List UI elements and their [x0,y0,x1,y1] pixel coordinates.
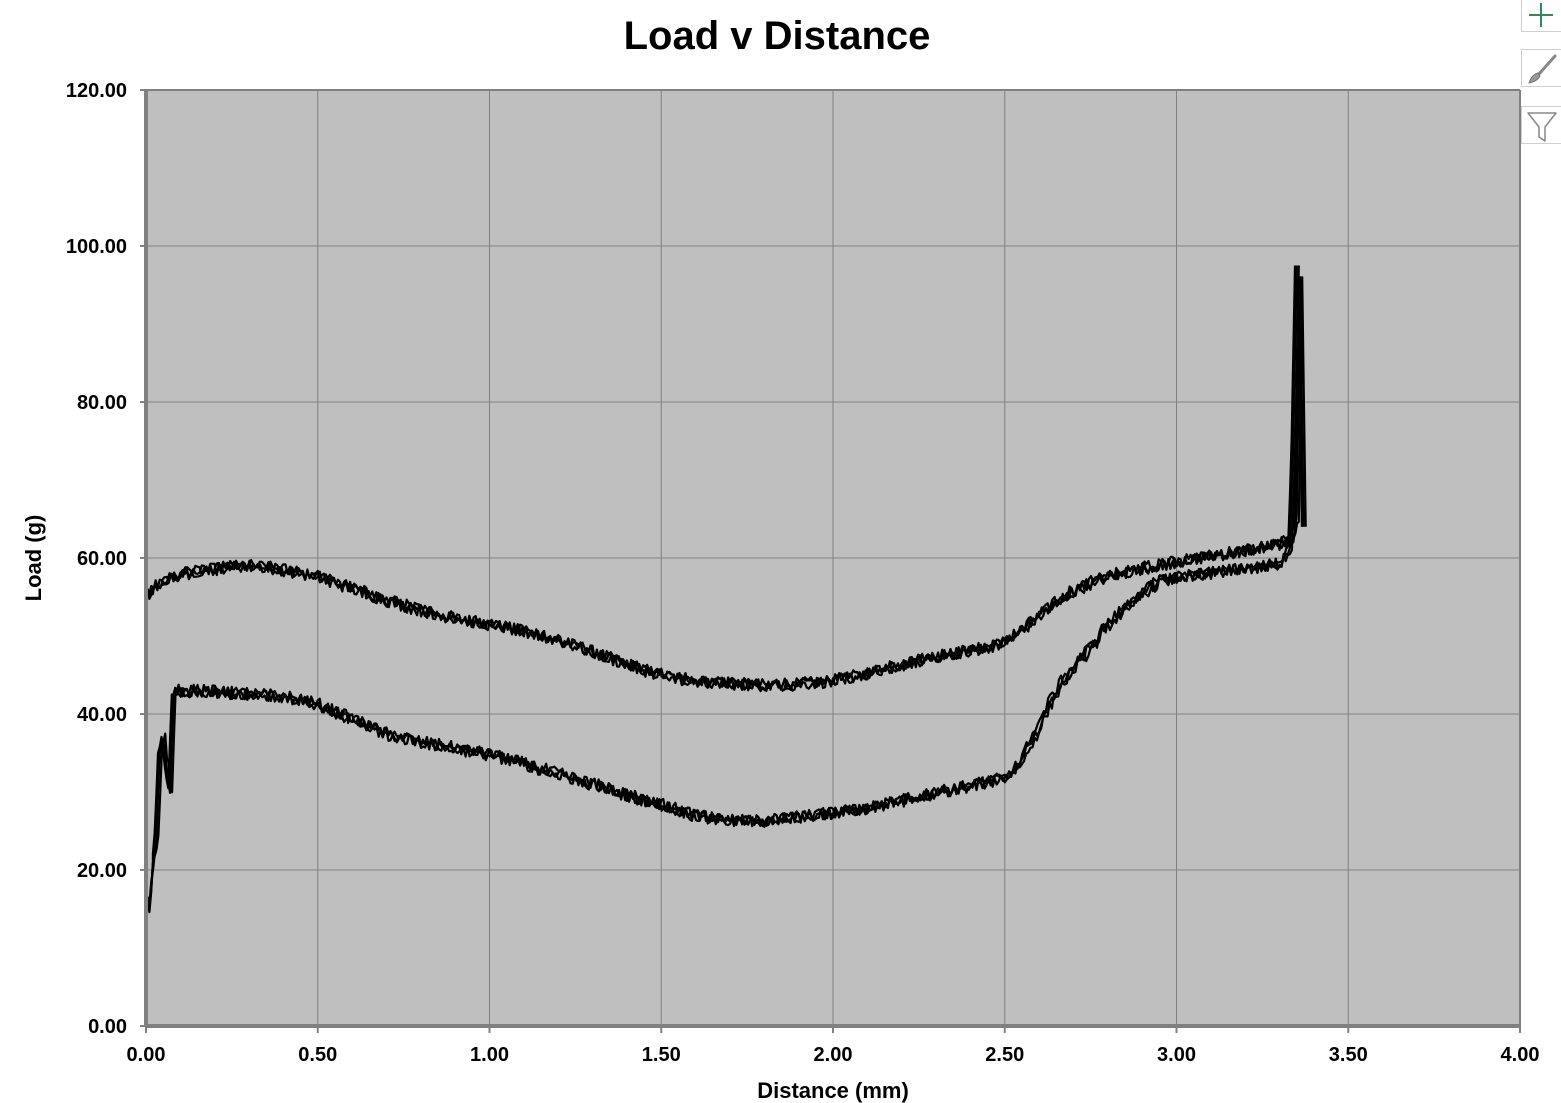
y-tick-label: 80.00 [77,392,127,414]
series-2-trace-3 [144,265,1297,914]
x-tick-label: 1.00 [470,1044,509,1066]
chart-filters-button[interactable] [1521,106,1561,144]
tick-labels: 0.00 0.50 1.00 1.50 2.00 2.50 3.00 3.50 4.00 0.00… [66,80,1540,1066]
y-tick-label: 60.00 [77,548,127,570]
y-axis-title: Load (g) [21,515,46,602]
series-group [144,265,1307,914]
filter-icon [1527,112,1557,142]
x-tick-label: 3.00 [1157,1044,1196,1066]
y-tick-label: 20.00 [77,860,127,882]
x-tick-label: 3.50 [1329,1044,1368,1066]
x-tick-label: 4.00 [1501,1044,1540,1066]
y-tick-label: 40.00 [77,704,127,726]
series-1-trace-3 [144,276,1303,693]
y-tick-label: 120.00 [66,80,127,102]
axes [140,89,1521,1033]
chart-title: Load v Distance [624,14,931,58]
x-tick-label: 2.50 [985,1044,1024,1066]
x-tick-label: 0.50 [298,1044,337,1066]
x-tick-label: 1.50 [642,1044,681,1066]
y-tick-label: 100.00 [66,236,127,258]
x-tick-label: 0.00 [127,1044,166,1066]
x-axis-title: Distance (mm) [757,1078,909,1103]
y-tick-label: 0.00 [88,1016,127,1038]
brush-icon [1528,54,1557,84]
x-tick-label: 2.00 [814,1044,853,1066]
chart-styles-button[interactable] [1521,49,1561,87]
chart-elements-button[interactable] [1521,0,1561,32]
plus-icon [1529,3,1553,27]
